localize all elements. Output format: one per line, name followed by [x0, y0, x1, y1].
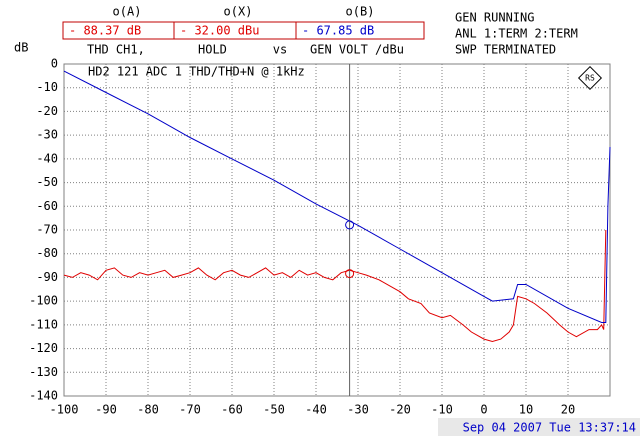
series-line	[63, 70, 611, 323]
y-tick-label: -120	[29, 341, 58, 355]
readout-box	[295, 21, 425, 40]
readout-label: HOLD	[198, 43, 227, 57]
readout-value: - 67.85 dB	[302, 24, 374, 38]
y-axis-label: dB	[14, 41, 28, 55]
chart-title: HD2 121 ADC 1 THD/THD+N @ 1kHz	[88, 65, 305, 79]
x-tick-label: -50	[263, 403, 285, 417]
y-tick-label: -20	[36, 104, 58, 118]
x-tick-label: 0	[480, 403, 487, 417]
y-tick-label: -80	[36, 246, 58, 260]
y-tick-label: -110	[29, 317, 58, 331]
readout-value: - 32.00 dBu	[180, 24, 259, 38]
cursor-marker	[345, 220, 355, 230]
series-line	[63, 229, 607, 343]
svg-text:RS: RS	[585, 74, 595, 83]
y-tick-label: -90	[36, 270, 58, 284]
y-tick-label: -40	[36, 151, 58, 165]
x-tick-label: -100	[50, 403, 79, 417]
y-tick-label: -10	[36, 80, 58, 94]
x-tick-label: -30	[347, 403, 369, 417]
y-tick-label: -100	[29, 294, 58, 308]
y-tick-label: -50	[36, 175, 58, 189]
timestamp-bg	[438, 418, 640, 436]
readout-name: o(X)	[224, 5, 253, 19]
x-tick-label: -10	[431, 403, 453, 417]
x-tick-label: 10	[519, 403, 533, 417]
readout-name: o(A)	[113, 5, 142, 19]
readout-value: - 88.37 dB	[69, 24, 141, 38]
vs-label: vs	[273, 43, 287, 57]
x-tick-label: 20	[561, 403, 575, 417]
x-tick-label: -20	[389, 403, 411, 417]
logo: RS	[577, 65, 603, 91]
cursor-marker	[345, 269, 355, 279]
x-tick-label: -80	[137, 403, 159, 417]
y-tick-label: -130	[29, 365, 58, 379]
x-tick-label: -40	[305, 403, 327, 417]
y-tick-label: -140	[29, 389, 58, 403]
x-tick-label: -70	[179, 403, 201, 417]
readout-name: o(B)	[346, 5, 375, 19]
readout-label: GEN VOLT /dBu	[310, 43, 404, 57]
status-line: GEN RUNNING	[455, 11, 534, 25]
y-tick-label: 0	[51, 57, 58, 71]
status-line: ANL 1:TERM 2:TERM	[455, 27, 578, 41]
y-tick-label: -70	[36, 223, 58, 237]
status-line: SWP TERMINATED	[455, 43, 556, 57]
readout-label: THD CH1,	[87, 43, 145, 57]
y-tick-label: -30	[36, 128, 58, 142]
x-tick-label: -90	[95, 403, 117, 417]
y-tick-label: -60	[36, 199, 58, 213]
x-tick-label: -60	[221, 403, 243, 417]
timestamp: Sep 04 2007 Tue 13:37:14	[463, 421, 636, 435]
